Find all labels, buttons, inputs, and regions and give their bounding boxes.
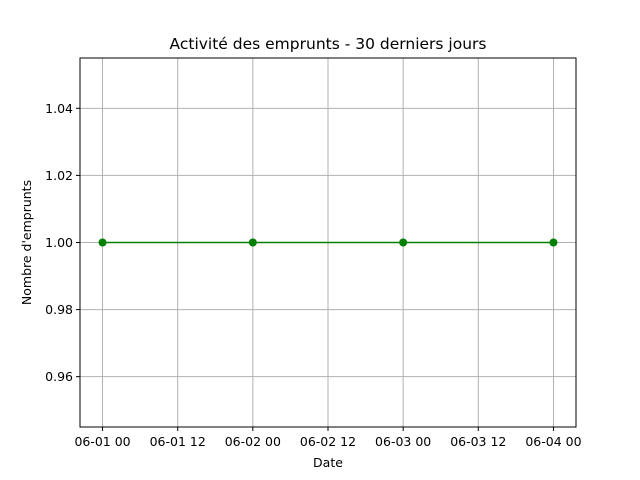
y-axis-label: Nombre d'emprunts bbox=[19, 180, 34, 305]
y-tick-label: 0.96 bbox=[45, 369, 73, 384]
y-tick-label: 1.00 bbox=[45, 235, 73, 250]
x-tick-label: 06-01 00 bbox=[74, 434, 130, 449]
chart-title: Activité des emprunts - 30 derniers jour… bbox=[170, 35, 487, 53]
data-point bbox=[399, 238, 408, 247]
x-axis-ticks: 06-01 00 06-01 12 06-02 00 06-02 12 06-03 00… bbox=[74, 427, 582, 449]
y-tick-label: 1.04 bbox=[45, 101, 73, 116]
x-tick-label: 06-03 00 bbox=[375, 434, 431, 449]
series-group bbox=[98, 238, 558, 247]
x-tick-label: 06-03 12 bbox=[450, 434, 506, 449]
y-tick-label: 1.02 bbox=[45, 168, 73, 183]
x-tick-label: 06-02 12 bbox=[300, 434, 356, 449]
data-point bbox=[248, 238, 257, 247]
x-axis-label: Date bbox=[313, 455, 343, 470]
x-tick-label: 06-02 00 bbox=[225, 434, 281, 449]
data-point bbox=[98, 238, 107, 247]
y-tick-label: 0.98 bbox=[45, 302, 73, 317]
x-tick-label: 06-01 12 bbox=[150, 434, 206, 449]
data-point bbox=[549, 238, 558, 247]
x-tick-label: 06-04 00 bbox=[525, 434, 581, 449]
y-axis-ticks: 0.96 0.98 1.00 1.02 1.04 bbox=[45, 101, 80, 384]
